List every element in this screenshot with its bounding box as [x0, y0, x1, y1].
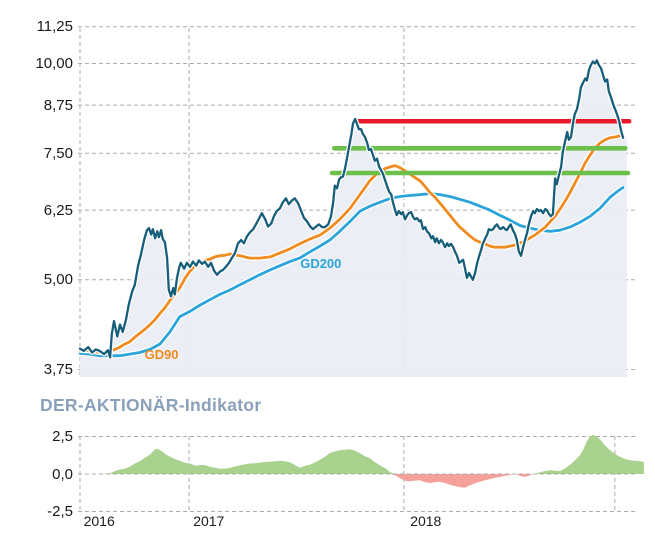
indicator-negative-fill [80, 474, 644, 488]
ytick-6,25: 6,25 [43, 201, 73, 219]
gd90-label: GD90 [144, 346, 179, 362]
ytick-10,00: 10,00 [35, 55, 73, 72]
ind-ytick-2,5: 2,5 [52, 428, 73, 445]
ytick-11,25: 11,25 [36, 18, 73, 36]
xtick-2016: 2016 [83, 513, 115, 529]
ytick-8,75: 8,75 [43, 96, 73, 114]
ind-ytick--2,5: -2,5 [47, 503, 73, 520]
ytick-7,50: 7,50 [43, 144, 73, 162]
indicator-positive-fill [80, 434, 644, 474]
xtick-2018: 2018 [410, 513, 442, 529]
xtick-2017: 2017 [193, 513, 225, 529]
ytick-3,75: 3,75 [43, 361, 73, 379]
ind-ytick-0,0: 0,0 [52, 465, 73, 483]
indicator-title: DER-AKTIONÄR-Indikator [40, 395, 262, 415]
gd200-label: GD200 [300, 255, 342, 271]
ytick-5,00: 5,00 [43, 271, 73, 289]
price-line [78, 59, 625, 359]
